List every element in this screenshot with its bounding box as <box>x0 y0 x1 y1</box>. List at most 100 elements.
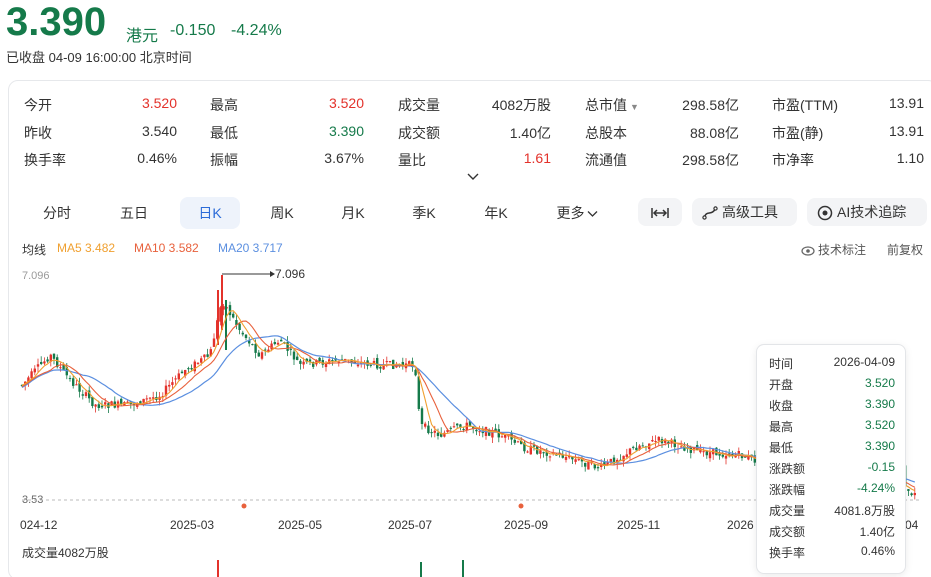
price-currency: 港元 <box>126 28 159 45</box>
candle-body <box>600 463 603 467</box>
quote-value-market-cap: 298.58亿 <box>682 97 739 113</box>
candle-body <box>264 349 267 351</box>
candle-body <box>222 306 225 310</box>
x-label: 2026 <box>727 518 754 532</box>
candle-body <box>331 360 334 362</box>
x-label: 2025-11 <box>617 518 661 532</box>
candle-body <box>91 396 94 407</box>
candle-body <box>244 334 248 339</box>
candle-body <box>209 349 212 357</box>
candle-body <box>299 360 302 364</box>
quote-value-volume: 4082万股 <box>491 97 551 113</box>
candle-body <box>555 454 558 456</box>
candle-body <box>75 384 78 386</box>
quote-label-pe-ttm: 市盈(TTM) <box>772 97 839 113</box>
candle-body <box>267 349 270 352</box>
candle-body <box>635 447 638 451</box>
tab-intraday[interactable]: 分时 <box>43 205 71 221</box>
candle-body <box>187 368 190 370</box>
tab-yearly-k[interactable]: 年K <box>484 205 508 221</box>
volume-bar <box>420 562 422 577</box>
candle-body <box>708 452 712 459</box>
tab-monthly-k[interactable]: 月K <box>341 205 365 221</box>
last-price: 3.390 <box>6 0 107 44</box>
candle-body <box>705 451 708 456</box>
candle-body <box>94 404 97 407</box>
candle-body <box>753 455 756 463</box>
tab-more[interactable]: 更多 <box>546 197 608 229</box>
candle-body <box>731 454 734 456</box>
chevron-down-icon[interactable] <box>466 172 480 182</box>
tab-five-day[interactable]: 五日 <box>120 205 148 221</box>
candle-body <box>49 354 52 362</box>
candle-body <box>603 462 606 466</box>
candle-body <box>104 402 107 405</box>
candle-body <box>475 429 478 432</box>
event-marker[interactable] <box>518 503 524 509</box>
price-adjust-select[interactable]: 前复权 <box>887 243 924 257</box>
candle-body <box>472 427 475 429</box>
candle-body <box>414 369 417 376</box>
candle-body <box>580 459 584 462</box>
axis-min-label: 3.53 <box>22 494 44 506</box>
expand-chart-button[interactable] <box>638 198 682 226</box>
drawing-tools-icon <box>702 206 718 220</box>
quote-label-market-cap[interactable]: 总市值 ▼ <box>585 97 639 113</box>
quote-value-volume-ratio: 1.61 <box>523 150 551 166</box>
candle-body <box>312 361 315 367</box>
ma5-legend: MA5 3.482 <box>57 241 116 255</box>
candle-body <box>385 361 388 363</box>
quote-label-low: 最低 <box>210 125 238 141</box>
eye-icon <box>801 246 815 256</box>
candle-body <box>344 358 347 360</box>
candle-body <box>164 385 168 396</box>
indicator-toggle[interactable]: 技术标注 <box>801 241 866 258</box>
tab-weekly-k[interactable]: 周K <box>270 205 294 221</box>
candle-body <box>500 436 504 438</box>
quote-label-volume: 成交量 <box>398 97 440 113</box>
candle-body <box>440 433 443 437</box>
quote-label-pe-static: 市盈(静) <box>772 125 824 141</box>
candle-body <box>488 429 491 436</box>
candle-body <box>52 353 56 359</box>
candle-body <box>408 361 411 365</box>
candle-body <box>427 425 430 434</box>
candle-body <box>907 489 910 491</box>
quote-value-prev-close: 3.540 <box>141 123 177 139</box>
candle-body <box>196 362 200 364</box>
candle-body <box>449 427 452 429</box>
ai-tech-tracking-button[interactable]: AI技术追踪 <box>807 198 927 226</box>
candle-body <box>520 440 523 445</box>
candle-body <box>56 357 59 368</box>
quote-label-high: 最高 <box>210 97 238 113</box>
candle-body <box>88 390 91 399</box>
candle-body <box>683 446 686 451</box>
candle-body <box>532 445 536 447</box>
candle-body <box>228 305 232 316</box>
candle-body <box>139 401 142 405</box>
candle-body <box>177 373 180 380</box>
candle-body <box>324 363 328 368</box>
candle-body <box>206 354 209 357</box>
candle-body <box>241 332 244 335</box>
candle-body <box>468 421 472 427</box>
candle-body <box>376 357 379 369</box>
candle-body <box>379 366 382 369</box>
event-marker[interactable] <box>241 503 247 509</box>
candle-body <box>84 392 88 397</box>
candle-body <box>184 369 187 376</box>
caret-down-icon: ▼ <box>630 102 639 112</box>
x-label: 2025-05 <box>278 518 323 532</box>
candle-body <box>248 339 251 344</box>
candle-body <box>417 376 420 409</box>
candle-body <box>584 462 587 467</box>
tab-quarterly-k[interactable]: 季K <box>412 205 436 221</box>
candle-body <box>81 394 84 396</box>
candle-body <box>462 428 465 430</box>
candle-body <box>382 364 385 370</box>
tab-daily-k[interactable]: 日K <box>180 197 240 229</box>
volume-label: 成交量4082万股 <box>22 546 109 560</box>
candle-body <box>667 441 670 444</box>
advanced-tools-button[interactable]: 高级工具 <box>692 198 797 226</box>
market-status: 已收盘 04-09 16:00:00 北京时间 <box>6 50 192 65</box>
